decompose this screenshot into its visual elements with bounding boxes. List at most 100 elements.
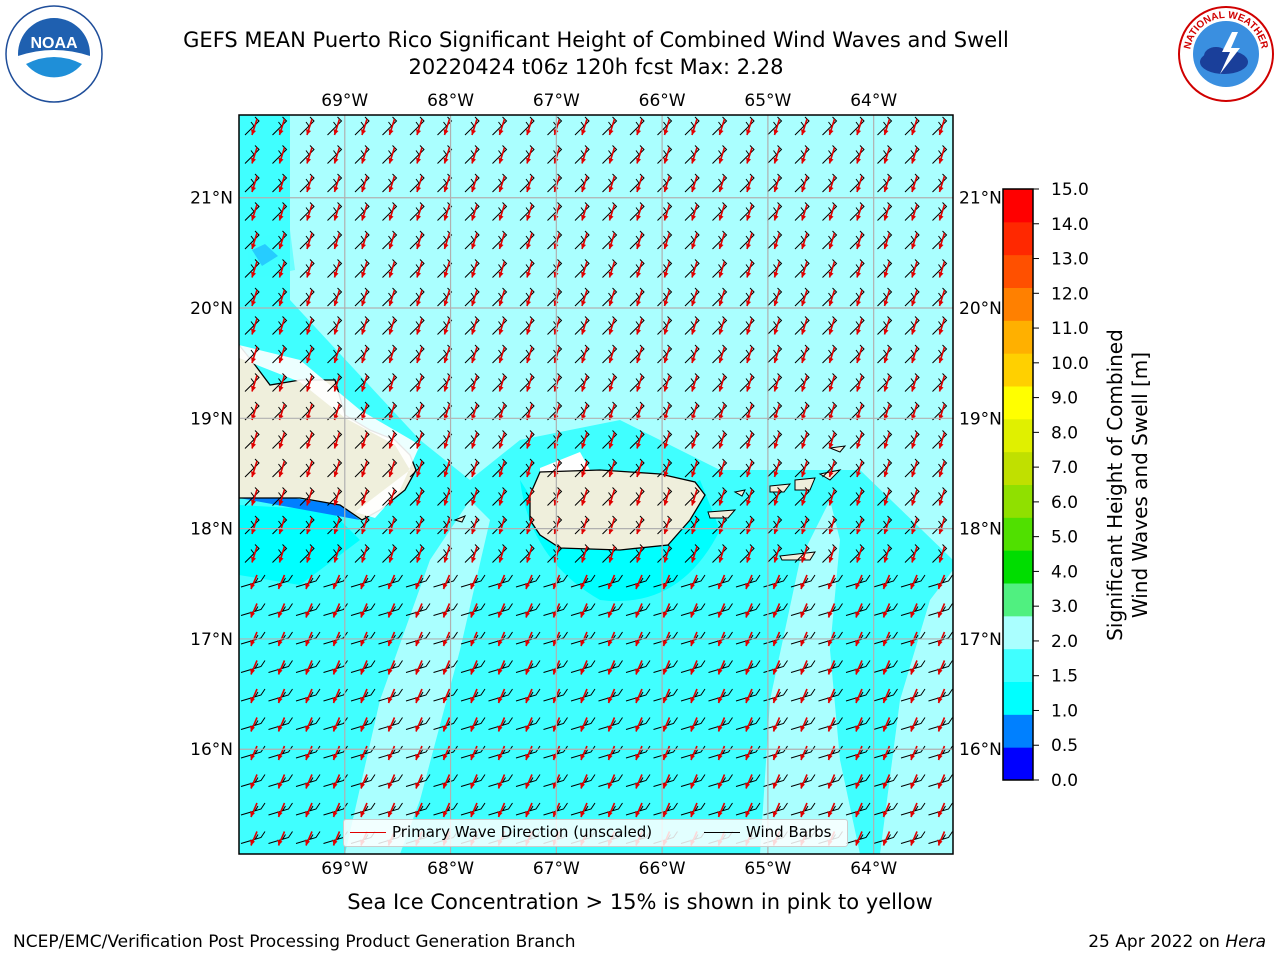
lat-label-left: 20°N: [190, 299, 233, 319]
colorbar-tick-label: 4.0: [1051, 562, 1078, 582]
lon-labels-top: 69°W 68°W 67°W 66°W 65°W 64°W: [321, 91, 897, 111]
colorbar-segment: [1003, 648, 1033, 682]
lat-label-right: 19°N: [959, 409, 1002, 429]
wind-barbs-layer: [240, 116, 953, 844]
colorbar-tick-label: 14.0: [1051, 215, 1089, 235]
colorbar-segment: [1003, 451, 1033, 485]
colorbar-tick-label: 3.0: [1051, 597, 1078, 617]
colorbar-label: Significant Height of Combined Wind Wave…: [1103, 329, 1153, 641]
lat-label-right: 21°N: [959, 189, 1002, 209]
colorbar-segment: [1003, 221, 1033, 256]
colorbar-segment: [1003, 386, 1033, 420]
colorbar-tick-label: 1.0: [1051, 701, 1078, 721]
lat-label-left: 21°N: [190, 189, 233, 209]
colorbar-tick-label: 2.0: [1051, 632, 1078, 652]
colorbar-tick-label: 1.5: [1051, 667, 1078, 687]
legend-label-wave-direction: Primary Wave Direction (unscaled): [392, 823, 653, 841]
colorbar-tick-label: 0.0: [1051, 771, 1078, 791]
colorbar-tick-label: 10.0: [1051, 354, 1089, 374]
colorbar-segment: [1003, 320, 1033, 354]
colorbar-tick-label: 8.0: [1051, 423, 1078, 443]
contour-high-band-west: [345, 500, 490, 854]
legend-label-wind-barbs: Wind Barbs: [746, 823, 832, 841]
chart-subtitle-run: 20220424 t06z 120h fcst Max: 2.28: [408, 55, 784, 79]
colorbar-tick-label: 7.0: [1051, 458, 1078, 478]
colorbar-tick-label: 15.0: [1051, 180, 1089, 200]
colorbar-segment: [1003, 254, 1033, 288]
graticule: [239, 115, 953, 854]
lon-label-bottom: 69°W: [321, 859, 368, 879]
lat-label-left: 17°N: [190, 630, 233, 650]
wave-direction-swatch-icon: [350, 832, 386, 833]
land-vieques: [707, 509, 737, 519]
colorbar-segment: [1003, 287, 1033, 321]
lon-label-bottom: 65°W: [744, 859, 791, 879]
footer-date: 25 Apr 2022 on Hera: [1088, 932, 1266, 952]
map-legend: Primary Wave Direction (unscaled) Wind B…: [343, 819, 848, 847]
lat-labels-right: 21°N 20°N 19°N 18°N 17°N 16°N: [959, 189, 1002, 760]
wind-barb-swatch-icon: [704, 832, 740, 833]
colorbar-tick-label: 0.5: [1051, 736, 1078, 756]
lon-label-top: 64°W: [850, 91, 897, 111]
lon-label-bottom: 68°W: [427, 859, 474, 879]
colorbar-tick-label: 12.0: [1051, 284, 1089, 304]
contour-high-band-east: [760, 500, 860, 854]
colorbar-segment: [1003, 517, 1033, 551]
lon-label-bottom: 66°W: [639, 859, 686, 879]
lat-label-right: 16°N: [959, 740, 1002, 760]
colorbar-label-line1: Significant Height of Combined: [1103, 329, 1127, 641]
colorbar-segment: [1003, 615, 1033, 650]
lon-label-top: 69°W: [321, 91, 368, 111]
colorbar-tick-label: 13.0: [1051, 250, 1089, 270]
sea-ice-note: Sea Ice Concentration > 15% is shown in …: [347, 890, 933, 914]
land-st-john: [794, 477, 816, 491]
footer-host: Hera: [1225, 932, 1266, 952]
contour-low-hispaniola-south: [239, 505, 360, 585]
colorbar-tick-label: 11.0: [1051, 319, 1089, 339]
coastal-mask-pr-north: [540, 452, 590, 472]
legend-item-wave-direction: Primary Wave Direction (unscaled): [350, 823, 652, 841]
lon-label-top: 66°W: [639, 91, 686, 111]
footer-date-text: 25 Apr 2022 on: [1088, 932, 1226, 952]
lon-labels-bottom: 69°W 68°W 67°W 66°W 65°W 64°W: [321, 859, 897, 879]
land-culebra: [733, 489, 746, 497]
lon-label-bottom: 67°W: [533, 859, 580, 879]
colorbar-segment: [1003, 418, 1033, 453]
land-mona: [453, 515, 467, 523]
lat-label-left: 19°N: [190, 409, 233, 429]
land-anegada: [828, 445, 847, 453]
colorbar-segment: [1003, 353, 1033, 387]
map-frame: [238, 114, 954, 855]
footer-producer: NCEP/EMC/Verification Post Processing Pr…: [13, 932, 576, 952]
colorbar: 15.0 14.0 13.0 12.0 11.0 10.0 9.0 8.0 7.0 6.0 5.0 4…: [1002, 180, 1089, 791]
contour-high-band-far-east: [880, 570, 953, 854]
lat-label-right: 20°N: [959, 299, 1002, 319]
lon-label-top: 68°W: [427, 91, 474, 111]
lon-label-top: 65°W: [744, 91, 791, 111]
lat-labels-left: 21°N 20°N 19°N 18°N 17°N 16°N: [190, 189, 233, 760]
colorbar-tick-label: 6.0: [1051, 493, 1078, 513]
colorbar-frame: [1002, 188, 1034, 781]
national-weather-service-logo-icon: NATIONAL WEATHER SERVICE: [1176, 4, 1274, 102]
noaa-logo-icon: NOAA: [5, 5, 103, 103]
colorbar-tick-label: 9.0: [1051, 389, 1078, 409]
lon-label-top: 67°W: [533, 91, 580, 111]
colorbar-tick-label: 5.0: [1051, 528, 1078, 548]
colorbar-segment: [1003, 681, 1033, 715]
colorbar-segment: [1003, 189, 1033, 223]
lat-label-right: 17°N: [959, 630, 1002, 650]
colorbar-segment: [1003, 550, 1033, 584]
colorbar-segment: [1003, 484, 1033, 518]
chart-title: GEFS MEAN Puerto Rico Significant Height…: [183, 28, 1009, 52]
colorbar-segment: [1003, 747, 1033, 781]
colorbar-label-line2: Wind Waves and Swell [m]: [1128, 351, 1152, 619]
lat-label-right: 18°N: [959, 520, 1002, 540]
land-st-thomas: [769, 483, 792, 493]
lat-label-left: 18°N: [190, 520, 233, 540]
colorbar-segment: [1003, 583, 1033, 617]
noaa-logo-text: NOAA: [30, 35, 78, 52]
colorbar-segment: [1003, 714, 1033, 748]
contour-high-north: [290, 115, 953, 560]
lon-label-bottom: 64°W: [850, 859, 897, 879]
